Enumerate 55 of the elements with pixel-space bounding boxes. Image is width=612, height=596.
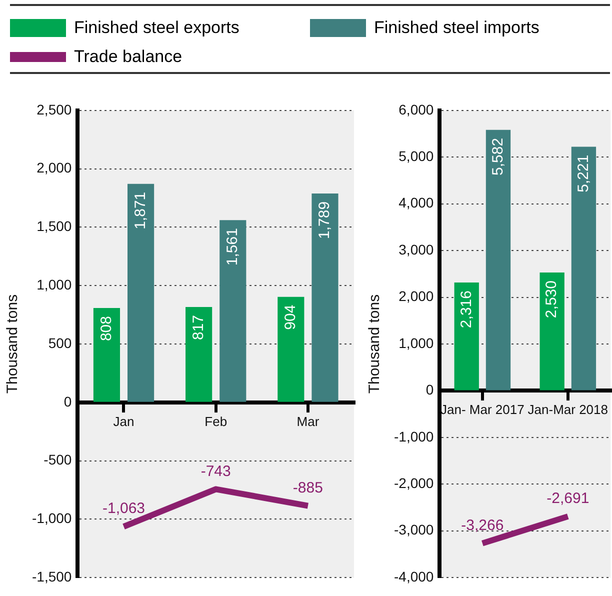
y-tick-label: 0	[64, 393, 72, 410]
data-label: 1,561	[224, 228, 242, 266]
x-tick-label: Mar	[296, 414, 320, 429]
y-tick-label: 1,000	[398, 334, 434, 351]
x-tick-label: Jan	[113, 414, 134, 429]
y-tick-label: -4,000	[394, 568, 434, 584]
y-tick-label: 1,000	[36, 276, 72, 292]
bar	[93, 308, 120, 402]
x-tick-label: Jan- Mar 2017	[440, 402, 524, 418]
y-tick-label: -1,500	[32, 568, 72, 584]
data-label: 817	[190, 314, 207, 340]
data-label: 2,316	[458, 290, 475, 328]
bar	[571, 146, 596, 390]
data-label: 1,789	[316, 201, 334, 239]
y-tick-label: -3,000	[394, 522, 434, 538]
bar	[186, 306, 212, 402]
data-label: 904	[282, 304, 300, 330]
y-tick-label: -1,000	[394, 428, 434, 444]
data-label: 808	[98, 316, 115, 342]
data-label: 1,871	[132, 192, 149, 230]
data-label: 5,582	[489, 138, 506, 176]
bar	[220, 220, 246, 402]
y-tick-label: 6,000	[398, 101, 434, 118]
data-label: -743	[200, 462, 231, 480]
y-tick-label: 4,000	[398, 194, 434, 211]
y-tick-label: 2,000	[398, 288, 434, 304]
bar	[127, 184, 154, 402]
legend-label: Finished steel exports	[74, 18, 240, 38]
y-tick-label: 500	[48, 334, 72, 351]
y-tick-label: -1,000	[32, 510, 72, 526]
y-tick-label: 1,500	[36, 218, 72, 234]
data-label: 2,530	[543, 280, 560, 318]
bar	[486, 130, 511, 390]
data-label: -3,266	[461, 516, 504, 534]
bar	[312, 193, 338, 402]
bar	[540, 272, 564, 390]
data-label: -2,691	[546, 490, 590, 508]
y-tick-label: 2,000	[36, 160, 72, 176]
y-tick-label: 5,000	[398, 148, 434, 164]
legend-label: Trade balance	[74, 47, 182, 67]
x-tick-label: Jan-Mar 2018	[528, 402, 608, 418]
x-tick-label: Feb	[204, 414, 228, 429]
bar	[454, 282, 479, 390]
y-tick-label: -500	[44, 452, 72, 468]
data-label: -1,063	[102, 500, 146, 518]
data-label: -885	[292, 479, 323, 496]
y-axis-title: Thousand tons	[4, 294, 22, 394]
y-axis-title: Thousand tons	[366, 294, 384, 394]
legend-label: Finished steel imports	[374, 18, 540, 38]
y-tick-label: 0	[426, 382, 434, 398]
y-tick-label: -2,000	[394, 475, 434, 492]
y-tick-label: 3,000	[398, 241, 434, 258]
data-label: 5,221	[574, 154, 592, 192]
bar	[278, 296, 304, 402]
y-tick-label: 2,500	[36, 101, 72, 118]
